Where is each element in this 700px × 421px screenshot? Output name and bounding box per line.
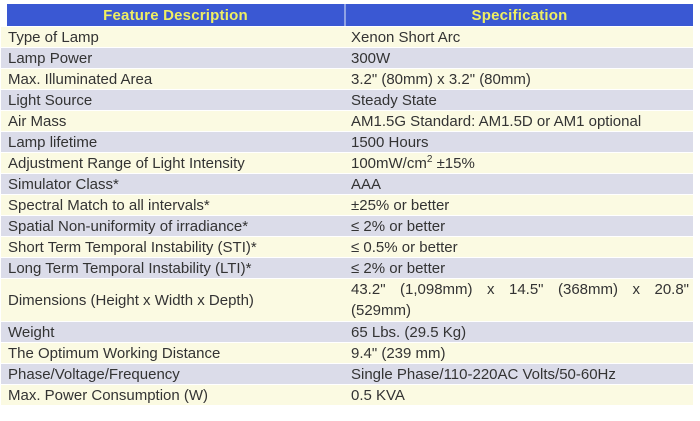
spec-cell: ±25% or better: [345, 195, 693, 215]
spec-cell: ≤ 2% or better: [345, 216, 693, 236]
feature-cell: Spectral Match to all intervals*: [8, 197, 210, 214]
spec-text: 1500 Hours: [351, 134, 429, 151]
spec-superscript: 2: [426, 154, 433, 165]
feature-cell: Adjustment Range of Light Intensity: [8, 155, 245, 172]
spec-cell: Single Phase/110-220AC Volts/50-60Hz: [345, 364, 693, 384]
feature-cell: Long Term Temporal Instability (LTI)*: [8, 260, 252, 277]
feature-cell: Air Mass: [8, 113, 67, 130]
feature-cell: Spatial Non-uniformity of irradiance*: [8, 218, 249, 235]
spec-text: ≤ 0.5% or better: [351, 239, 458, 256]
spec-cell: Xenon Short Arc: [345, 27, 693, 47]
spec-text: ≤ 2% or better: [351, 218, 446, 235]
feature-cell: The Optimum Working Distance: [8, 345, 221, 362]
spec-table: Feature Description Specification Type o…: [1, 4, 693, 406]
spec-cell: ≤ 0.5% or better: [345, 237, 693, 257]
spec-cell: 3.2" (80mm) x 3.2" (80mm): [345, 69, 693, 89]
spec-text: 65 Lbs. (29.5 Kg): [351, 324, 467, 341]
spec-text-after-sup: ±15%: [432, 155, 475, 172]
spec-cell: 1500 Hours: [345, 132, 693, 152]
table-row: Adjustment Range of Light Intensity 100mW…: [1, 153, 693, 174]
spec-cell: 9.4" (239 mm): [345, 343, 693, 363]
table-header: Feature Description Specification: [7, 4, 693, 26]
table-row: Short Term Temporal Instability (STI)* ≤ …: [1, 237, 693, 258]
table-row: Long Term Temporal Instability (LTI)* ≤ 2…: [1, 258, 693, 279]
spec-cell: Steady State: [345, 90, 693, 110]
spec-text: Steady State: [351, 92, 437, 109]
spec-cell: ≤ 2% or better: [345, 258, 693, 278]
table-row: Weight 65 Lbs. (29.5 Kg): [1, 322, 693, 343]
table-row: The Optimum Working Distance 9.4" (239 mm…: [1, 343, 693, 364]
spec-text: 3.2" (80mm) x 3.2" (80mm): [351, 71, 531, 88]
table-row: Simulator Class* AAA: [1, 174, 693, 195]
table-row: Type of Lamp Xenon Short Arc: [1, 27, 693, 48]
spec-cell: AAA: [345, 174, 693, 194]
header-specification: Specification: [344, 4, 693, 26]
spec-text: ±25% or better: [351, 197, 450, 214]
spec-cell: 65 Lbs. (29.5 Kg): [345, 322, 693, 342]
spec-text: 9.4" (239 mm): [351, 345, 446, 362]
feature-cell: Light Source: [8, 92, 93, 109]
feature-cell: Simulator Class*: [8, 176, 119, 193]
table-body: Type of Lamp Xenon Short Arc Lamp Power 300…: [1, 27, 693, 406]
spec-text: 100mW/cm: [351, 155, 427, 172]
spec-text: AM1.5G Standard: AM1.5D or AM1 optional: [351, 113, 642, 130]
spec-text: Xenon Short Arc: [351, 29, 461, 46]
spec-text: 300W: [351, 50, 391, 67]
table-row: Lamp lifetime 1500 Hours: [1, 132, 693, 153]
spec-text: 43.2" (1,098mm) x 14.5" (368mm) x 20.8": [351, 281, 689, 298]
spec-text: 0.5 KVA: [351, 387, 405, 404]
spec-text: Single Phase/110-220AC Volts/50-60Hz: [351, 366, 616, 383]
feature-cell: Max. Illuminated Area: [8, 71, 153, 88]
table-row: Spectral Match to all intervals* ±25% or …: [1, 195, 693, 216]
table-row: Max. Illuminated Area 3.2" (80mm) x 3.2" …: [1, 69, 693, 90]
table-row: Phase/Voltage/Frequency Single Phase/110-…: [1, 364, 693, 385]
feature-cell: Phase/Voltage/Frequency: [8, 366, 180, 383]
feature-cell: Short Term Temporal Instability (STI)*: [8, 239, 257, 256]
spec-text-line2: (529mm): [351, 302, 412, 319]
feature-cell: Type of Lamp: [8, 29, 99, 46]
spec-text: ≤ 2% or better: [351, 260, 446, 277]
header-feature-description: Feature Description: [103, 6, 248, 24]
spec-cell: 300W: [345, 48, 693, 68]
feature-cell: Lamp Power: [8, 50, 93, 67]
spec-cell: 100mW/cm2 ±15%: [345, 153, 693, 173]
feature-cell: Max. Power Consumption (W): [8, 387, 209, 404]
table-row: Light Source Steady State: [1, 90, 693, 111]
feature-cell: Weight: [8, 324, 55, 341]
table-row: Max. Power Consumption (W) 0.5 KVA: [1, 385, 693, 406]
table-row: Dimensions (Height x Width x Depth) 43.2"…: [1, 279, 693, 322]
spec-cell: 0.5 KVA: [345, 385, 693, 405]
spec-cell: 43.2" (1,098mm) x 14.5" (368mm) x 20.8" (…: [345, 279, 693, 321]
feature-cell: Dimensions (Height x Width x Depth): [8, 291, 254, 309]
feature-cell: Lamp lifetime: [8, 134, 98, 151]
spec-text: AAA: [351, 176, 382, 193]
table-row: Spatial Non-uniformity of irradiance* ≤ 2…: [1, 216, 693, 237]
spec-cell: AM1.5G Standard: AM1.5D or AM1 optional: [345, 111, 693, 131]
table-row: Lamp Power 300W: [1, 48, 693, 69]
table-row: Air Mass AM1.5G Standard: AM1.5D or AM1 o…: [1, 111, 693, 132]
